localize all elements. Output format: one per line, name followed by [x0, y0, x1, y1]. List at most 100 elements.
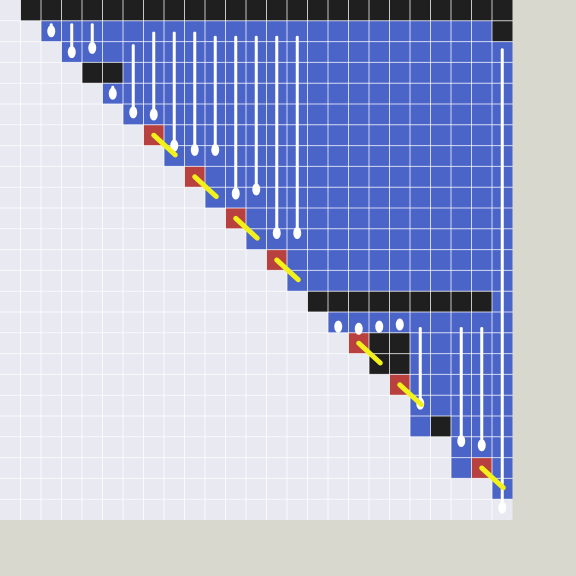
filled-cell[interactable] — [430, 332, 452, 354]
filled-cell[interactable] — [328, 166, 349, 188]
filled-cell[interactable] — [328, 83, 349, 104]
wall-cell[interactable] — [389, 332, 411, 354]
filled-cell[interactable] — [348, 20, 370, 42]
filled-cell[interactable] — [369, 249, 390, 271]
filled-cell[interactable] — [451, 312, 472, 333]
filled-cell[interactable] — [471, 124, 493, 146]
filled-cell[interactable] — [451, 208, 472, 229]
filled-cell[interactable] — [410, 145, 431, 167]
filled-cell[interactable] — [389, 166, 411, 188]
filled-cell[interactable] — [389, 41, 411, 63]
wall-cell[interactable] — [246, 0, 267, 21]
filled-cell[interactable] — [369, 124, 390, 146]
wall-cell[interactable] — [430, 0, 452, 21]
filled-cell[interactable] — [164, 20, 185, 42]
wall-cell[interactable] — [471, 291, 493, 312]
filled-cell[interactable] — [307, 83, 329, 104]
filled-cell[interactable] — [328, 145, 349, 167]
filled-cell[interactable] — [328, 20, 349, 42]
wall-cell[interactable] — [123, 0, 144, 21]
filled-cell[interactable] — [184, 145, 206, 167]
filled-cell[interactable] — [389, 187, 411, 208]
filled-cell[interactable] — [123, 20, 144, 42]
wall-cell[interactable] — [369, 332, 390, 354]
filled-cell[interactable] — [307, 249, 329, 271]
filled-cell[interactable] — [307, 20, 329, 42]
filled-cell[interactable] — [451, 187, 472, 208]
filled-cell[interactable] — [451, 124, 472, 146]
filled-cell[interactable] — [471, 187, 493, 208]
filled-cell[interactable] — [471, 20, 493, 42]
filled-cell[interactable] — [307, 41, 329, 63]
filled-cell[interactable] — [410, 83, 431, 104]
wall-cell[interactable] — [369, 291, 390, 312]
filled-cell[interactable] — [430, 124, 452, 146]
wall-cell[interactable] — [20, 0, 42, 21]
filled-cell[interactable] — [266, 228, 288, 250]
filled-cell[interactable] — [328, 187, 349, 208]
filled-cell[interactable] — [307, 124, 329, 146]
filled-cell[interactable] — [348, 145, 370, 167]
filled-cell[interactable] — [471, 249, 493, 271]
filled-cell[interactable] — [328, 104, 349, 125]
filled-cell[interactable] — [410, 187, 431, 208]
filled-cell[interactable] — [307, 62, 329, 84]
wall-cell[interactable] — [451, 0, 472, 21]
filled-cell[interactable] — [369, 145, 390, 167]
filled-cell[interactable] — [410, 166, 431, 188]
filled-cell[interactable] — [471, 166, 493, 188]
wall-cell[interactable] — [389, 0, 411, 21]
wall-cell[interactable] — [410, 291, 431, 312]
filled-cell[interactable] — [348, 83, 370, 104]
wall-cell[interactable] — [430, 416, 452, 437]
wall-cell[interactable] — [389, 353, 411, 375]
wall-cell[interactable] — [471, 0, 493, 21]
filled-cell[interactable] — [348, 104, 370, 125]
wall-cell[interactable] — [205, 0, 226, 21]
filled-cell[interactable] — [410, 416, 431, 437]
filled-cell[interactable] — [410, 208, 431, 229]
filled-cell[interactable] — [307, 145, 329, 167]
filled-cell[interactable] — [307, 208, 329, 229]
filled-cell[interactable] — [430, 187, 452, 208]
wall-cell[interactable] — [328, 291, 349, 312]
filled-cell[interactable] — [430, 83, 452, 104]
filled-cell[interactable] — [430, 228, 452, 250]
filled-cell[interactable] — [389, 145, 411, 167]
filled-cell[interactable] — [389, 249, 411, 271]
wall-cell[interactable] — [143, 0, 165, 21]
filled-cell[interactable] — [348, 228, 370, 250]
filled-cell[interactable] — [451, 249, 472, 271]
filled-cell[interactable] — [410, 104, 431, 125]
wall-cell[interactable] — [225, 0, 247, 21]
filled-cell[interactable] — [328, 62, 349, 84]
filled-cell[interactable] — [369, 20, 390, 42]
filled-cell[interactable] — [102, 41, 124, 63]
filled-cell[interactable] — [430, 166, 452, 188]
filled-cell[interactable] — [205, 145, 226, 167]
filled-cell[interactable] — [389, 62, 411, 84]
filled-cell[interactable] — [348, 41, 370, 63]
filled-cell[interactable] — [471, 41, 493, 63]
wall-cell[interactable] — [410, 0, 431, 21]
filled-cell[interactable] — [328, 228, 349, 250]
filled-cell[interactable] — [348, 270, 370, 292]
filled-cell[interactable] — [451, 166, 472, 188]
filled-cell[interactable] — [451, 457, 472, 479]
filled-cell[interactable] — [369, 187, 390, 208]
filled-cell[interactable] — [471, 104, 493, 125]
game-board[interactable] — [0, 0, 513, 520]
filled-cell[interactable] — [430, 353, 452, 375]
filled-cell[interactable] — [430, 104, 452, 125]
filled-cell[interactable] — [225, 20, 247, 42]
filled-cell[interactable] — [369, 228, 390, 250]
board-svg[interactable] — [0, 0, 513, 520]
filled-cell[interactable] — [307, 228, 329, 250]
filled-cell[interactable] — [348, 124, 370, 146]
filled-cell[interactable] — [287, 249, 308, 271]
wall-cell[interactable] — [164, 0, 185, 21]
filled-cell[interactable] — [471, 145, 493, 167]
filled-cell[interactable] — [471, 228, 493, 250]
filled-cell[interactable] — [287, 228, 308, 250]
filled-cell[interactable] — [410, 249, 431, 271]
